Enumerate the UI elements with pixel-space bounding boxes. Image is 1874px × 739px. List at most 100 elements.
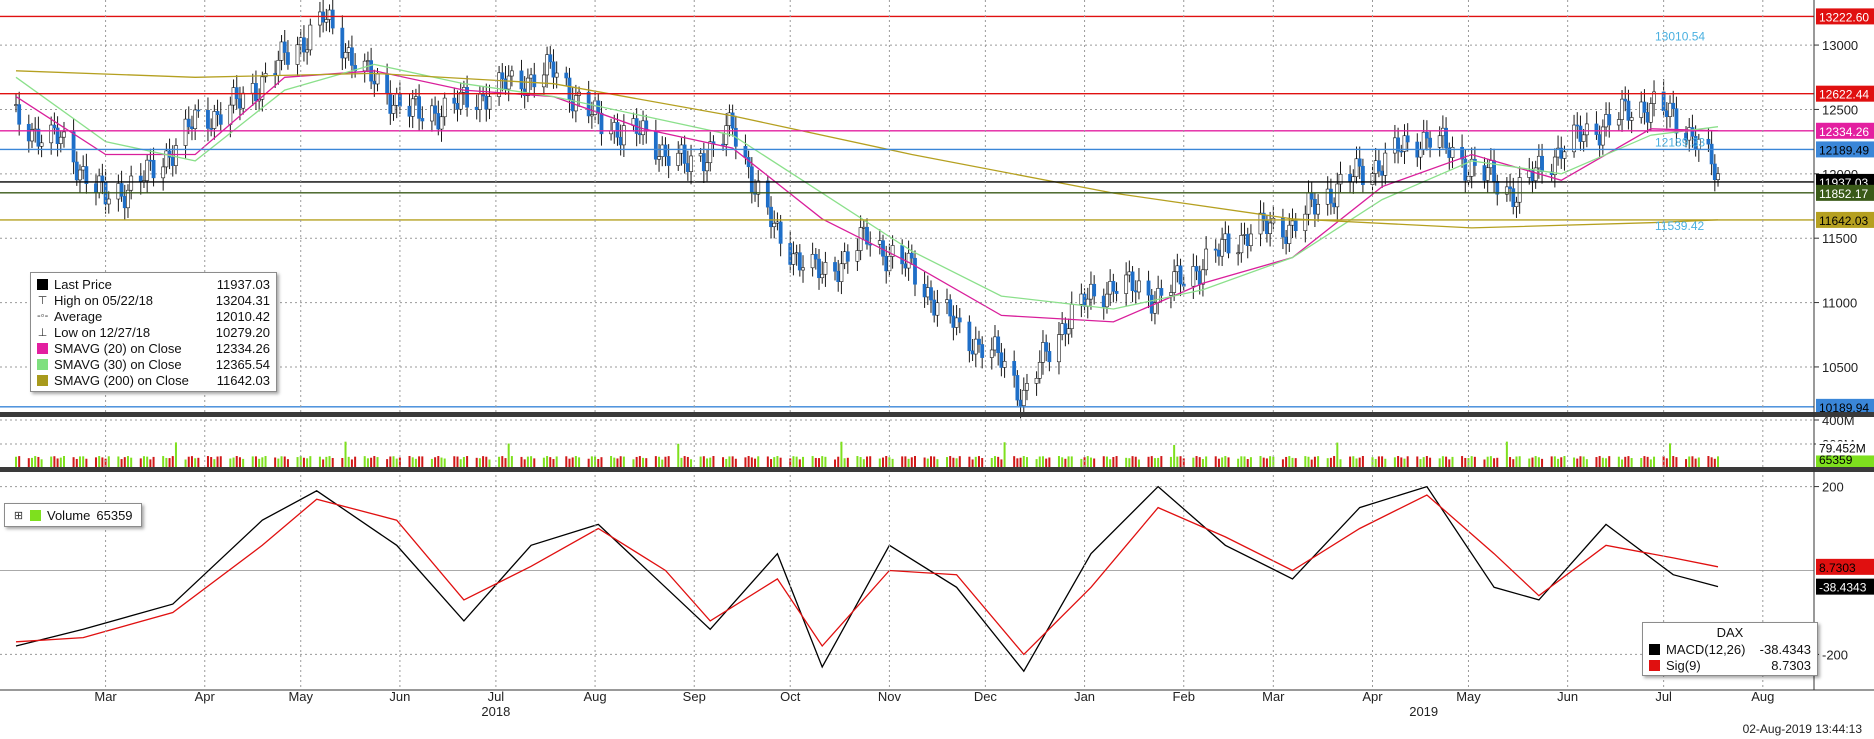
price-legend[interactable]: Last Price 11937.03 ⊤ High on 05/22/18 1… <box>30 272 277 392</box>
candle-body <box>743 146 748 158</box>
candle-body <box>500 72 505 80</box>
volume-bar <box>1624 456 1627 468</box>
candle-body <box>362 60 367 72</box>
candle-body <box>855 250 860 262</box>
volume-bar <box>258 458 261 468</box>
volume-bar <box>174 442 177 468</box>
candle-body <box>724 125 729 145</box>
level-tag <box>1816 398 1874 415</box>
candle-body <box>906 252 911 269</box>
volume-bar <box>1710 457 1713 468</box>
volume-bar <box>1422 457 1425 468</box>
candle-body <box>1191 266 1196 287</box>
volume-bar <box>1579 456 1582 468</box>
candle-body <box>327 9 332 20</box>
volume-bar <box>1205 456 1208 468</box>
candle-body <box>810 253 815 269</box>
candle-body <box>1303 213 1308 232</box>
volume-bar <box>1467 458 1470 468</box>
legend-value: 12334.26 <box>215 340 270 356</box>
candle-body <box>900 245 905 265</box>
volume-bar <box>734 458 737 468</box>
volume-bar <box>1384 458 1387 468</box>
volume-bar <box>635 456 638 468</box>
candle-body <box>36 128 41 147</box>
candle-body <box>1069 304 1074 329</box>
candle-body <box>951 315 956 328</box>
macd-tag-label: 8.7303 <box>1819 561 1856 575</box>
volume-bar <box>1109 459 1112 468</box>
volume-bar <box>1217 458 1220 468</box>
volume-bar <box>728 456 731 468</box>
macd-tag <box>1816 558 1874 575</box>
volume-bar <box>568 458 571 468</box>
macd-tag <box>1816 578 1874 595</box>
candle-body <box>1440 127 1445 137</box>
candle-body <box>993 336 997 351</box>
candle-body <box>1383 152 1388 176</box>
volume-bar <box>1669 443 1672 468</box>
candle-body <box>877 240 882 245</box>
candle-body <box>1597 134 1602 146</box>
candle-body <box>55 127 60 144</box>
volume-bar <box>117 456 120 468</box>
volume-bar <box>610 456 613 468</box>
volume-bar <box>1269 456 1272 468</box>
volume-bar <box>1358 457 1361 468</box>
candle-body <box>1607 114 1612 126</box>
candle-body <box>1159 288 1164 296</box>
volume-bar <box>171 456 174 468</box>
volume-bar <box>882 457 885 468</box>
candle-body <box>97 175 102 194</box>
candle-body <box>260 76 265 100</box>
volume-bar <box>945 457 948 468</box>
candle-body <box>1025 383 1029 391</box>
volume-bar <box>1429 457 1432 468</box>
volume-bar <box>1214 456 1217 468</box>
month-tick-label: Jun <box>1557 689 1578 704</box>
volume-bar <box>1643 456 1646 468</box>
volume-bar <box>1070 456 1073 468</box>
candle-body <box>1268 222 1273 234</box>
volume-bar <box>274 457 277 468</box>
candle-body <box>212 111 217 129</box>
volume-bar <box>811 456 814 468</box>
expand-icon[interactable]: ⊞ <box>13 509 24 522</box>
volume-bar <box>936 459 939 468</box>
volume-bar <box>347 456 350 468</box>
volume-bar <box>869 456 872 468</box>
volume-bar <box>1272 456 1275 468</box>
candle-body <box>94 183 98 194</box>
candle-body <box>1450 147 1455 158</box>
volume-bar <box>107 456 110 468</box>
legend-value: 12365.54 <box>215 356 270 372</box>
volume-bar <box>85 458 88 468</box>
volume-tag <box>1816 441 1874 456</box>
volume-bar <box>1262 457 1265 468</box>
candle-body <box>1348 174 1353 183</box>
volume-bar <box>261 457 264 468</box>
month-tick-label: Aug <box>583 689 606 704</box>
volume-bar <box>302 457 305 468</box>
candle-body <box>1041 342 1045 363</box>
candle-body <box>1357 158 1362 167</box>
volume-bar <box>1688 456 1691 468</box>
candle-body <box>945 299 949 304</box>
volume-bar <box>98 456 101 468</box>
macd-tag-label: -38.4343 <box>1819 581 1867 595</box>
volume-bar <box>1237 458 1240 468</box>
volume-legend[interactable]: ⊞ Volume 65359 <box>4 503 142 527</box>
volume-bar <box>779 457 782 468</box>
candle-body <box>1652 91 1656 104</box>
candle-body <box>567 77 572 101</box>
volume-bar <box>53 456 56 468</box>
legend-row-sma200: SMAVG (200) on Close 11642.03 <box>37 372 270 388</box>
volume-bar <box>187 456 190 468</box>
volume-bar <box>683 456 686 468</box>
macd-legend[interactable]: DAX MACD(12,26) -38.4343 Sig(9) 8.7303 <box>1642 622 1818 676</box>
volume-bar <box>1198 457 1201 468</box>
volume-bar <box>1317 456 1320 468</box>
sma20-swatch <box>37 342 48 354</box>
volume-bar <box>1169 456 1172 468</box>
timestamp: 02-Aug-2019 13:44:13 <box>1742 722 1862 736</box>
